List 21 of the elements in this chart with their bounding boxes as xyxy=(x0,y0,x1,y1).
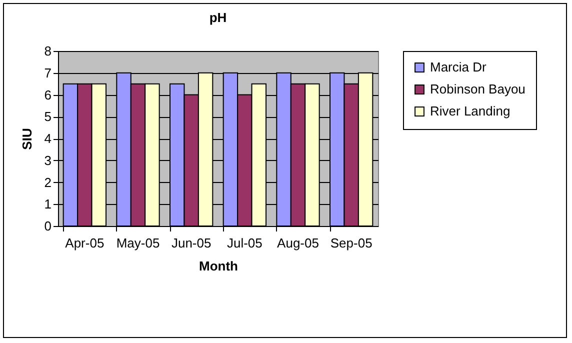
x-tick-label: Aug-05 xyxy=(277,236,319,250)
x-tick-label: Jul-05 xyxy=(226,236,262,250)
y-tick-label: 4 xyxy=(44,131,52,146)
y-tick-label: 3 xyxy=(44,152,52,168)
y-tick-label: 5 xyxy=(44,109,52,124)
chart-title: pH xyxy=(209,10,227,25)
legend-label: River Landing xyxy=(430,104,510,118)
y-axis-title: SIU xyxy=(19,128,34,150)
x-tick-label: Jun-05 xyxy=(171,236,212,250)
x-tick-label: May-05 xyxy=(116,236,160,250)
legend-label: Marcia Dr xyxy=(430,60,488,74)
y-tick-label: 2 xyxy=(44,174,52,190)
y-tick-label: 8 xyxy=(44,44,52,58)
y-tick-label: 1 xyxy=(44,196,52,212)
y-tick-label: 7 xyxy=(44,65,52,80)
y-tick-label: 0 xyxy=(44,218,52,234)
x-tick-label: Sep-05 xyxy=(330,236,372,250)
x-tick-label: Apr-05 xyxy=(65,236,104,250)
y-tick-label: 6 xyxy=(44,87,52,102)
legend-label: Robinson Bayou xyxy=(430,82,526,96)
x-axis-title: Month xyxy=(199,258,238,274)
